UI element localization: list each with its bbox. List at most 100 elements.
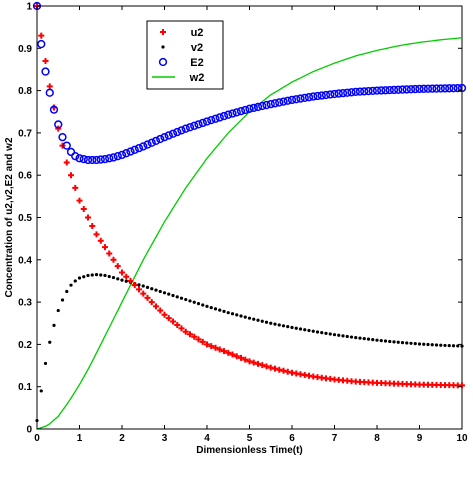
E2-marker xyxy=(360,87,369,96)
E2-marker xyxy=(317,91,326,100)
E2-marker xyxy=(411,84,420,94)
v2-marker xyxy=(52,323,56,327)
series-w2 xyxy=(36,37,463,430)
y-tick-label: 0.7 xyxy=(18,128,32,139)
series-u2 xyxy=(34,3,465,389)
E2-marker xyxy=(398,85,407,94)
u2-marker xyxy=(174,321,181,328)
E2-marker xyxy=(202,117,212,126)
v2-marker xyxy=(196,302,201,306)
v2-marker xyxy=(328,332,332,336)
x-tick-label: 9 xyxy=(417,433,423,444)
v2-marker xyxy=(137,283,141,287)
x-axis-ticks: 0 1 2 3 4 5 6 7 8 9 10 xyxy=(34,6,468,444)
E2-marker xyxy=(377,86,386,95)
E2-marker xyxy=(49,105,59,114)
E2-marker xyxy=(453,83,462,93)
u2-marker xyxy=(106,250,113,257)
v2-marker xyxy=(175,295,179,299)
E2-marker xyxy=(368,86,377,96)
E2-marker xyxy=(100,154,110,164)
E2-marker xyxy=(181,124,190,133)
u2-marker xyxy=(85,214,91,221)
u2-marker xyxy=(267,364,274,371)
v2-marker xyxy=(171,293,175,298)
v2-marker xyxy=(111,275,116,280)
v2-marker xyxy=(35,418,39,423)
E2-marker xyxy=(224,110,233,119)
v2-marker xyxy=(358,336,362,340)
x-axis-label: Dimensionless Time(t) xyxy=(196,445,303,456)
v2-marker xyxy=(413,342,417,346)
plot-area xyxy=(32,1,467,430)
v2-marker xyxy=(103,273,107,278)
E2-marker xyxy=(62,141,71,150)
u2-marker xyxy=(38,32,45,39)
u2-marker xyxy=(208,343,215,350)
u2-marker xyxy=(170,318,176,325)
E2-marker xyxy=(262,100,271,110)
u2-marker xyxy=(246,358,253,365)
v2-marker xyxy=(162,291,167,295)
E2-marker xyxy=(449,84,458,93)
E2-marker xyxy=(428,84,437,93)
v2-marker xyxy=(341,334,345,338)
v2-marker xyxy=(247,316,252,320)
E2-marker xyxy=(423,84,433,93)
v2-marker xyxy=(349,335,354,339)
u2-marker xyxy=(229,351,236,358)
legend: u2 v2 E2 w2 xyxy=(146,20,224,90)
v2-marker xyxy=(371,338,375,342)
E2-marker xyxy=(194,120,203,129)
v2-marker xyxy=(48,340,52,344)
v2-marker xyxy=(345,334,349,339)
u2-marker xyxy=(131,282,138,289)
E2-marker xyxy=(445,84,454,93)
E2-marker xyxy=(457,83,467,93)
u2-marker xyxy=(221,348,227,355)
u2-marker xyxy=(238,354,244,361)
E2-marker xyxy=(71,152,80,161)
u2-marker xyxy=(216,346,223,353)
u2-marker xyxy=(178,325,185,332)
v2-marker xyxy=(239,314,243,318)
v2-marker xyxy=(141,284,145,288)
v2-marker xyxy=(218,308,222,312)
E2-marker xyxy=(185,123,195,132)
E2-marker xyxy=(364,86,373,96)
E2-marker xyxy=(253,102,263,112)
v2-marker xyxy=(366,337,371,341)
v2-marker xyxy=(243,315,247,319)
u2-marker xyxy=(187,331,193,338)
v2-marker xyxy=(264,320,269,324)
E2-marker xyxy=(275,98,284,107)
y-tick-label: 0.1 xyxy=(18,382,32,393)
u2-marker xyxy=(46,83,53,90)
E2-marker xyxy=(372,86,382,95)
v2-marker xyxy=(324,331,328,335)
v2-marker xyxy=(422,342,426,346)
E2-marker xyxy=(117,150,127,160)
plot-frame xyxy=(36,5,463,430)
E2-marker xyxy=(219,111,229,121)
v2-marker xyxy=(443,343,447,348)
u2-marker xyxy=(250,359,257,366)
E2-marker xyxy=(164,131,173,140)
E2-marker xyxy=(83,155,93,165)
v2-marker xyxy=(439,343,443,347)
u2-marker xyxy=(276,366,283,373)
x-tick-label: 8 xyxy=(374,433,380,444)
v2-marker xyxy=(43,361,48,366)
E2-marker xyxy=(211,114,220,123)
E2-marker xyxy=(249,103,258,113)
E2-marker xyxy=(406,85,416,94)
v2-marker xyxy=(400,341,405,345)
u2-marker xyxy=(140,290,147,297)
u2-marker xyxy=(136,286,142,293)
E2-marker xyxy=(389,85,399,95)
legend-label-w2: w2 xyxy=(189,72,205,84)
E2-marker xyxy=(113,152,122,161)
E2-marker xyxy=(134,143,144,153)
y-tick-label: 0.2 xyxy=(18,340,32,351)
u2-marker xyxy=(182,328,189,335)
